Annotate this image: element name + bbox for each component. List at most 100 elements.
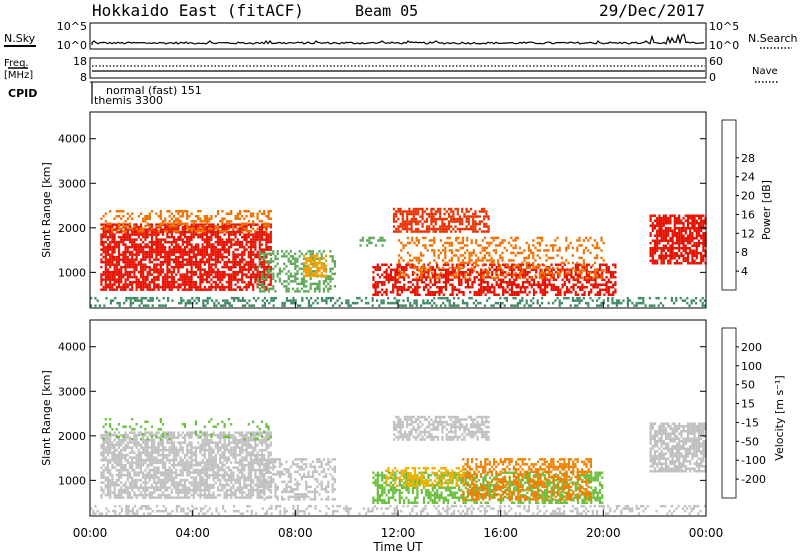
range-cell [612, 276, 615, 279]
range-cell [104, 263, 107, 266]
range-cell [249, 243, 253, 246]
range-cell [139, 471, 143, 474]
range-cell [100, 466, 103, 469]
range-cell [409, 304, 412, 307]
range-cell [144, 285, 147, 289]
range-cell [427, 276, 430, 279]
range-cell [177, 210, 180, 213]
range-cell [175, 210, 178, 213]
range-cell [541, 283, 544, 286]
range-cell [236, 248, 239, 251]
range-cell [331, 277, 334, 281]
range-cell [433, 283, 437, 286]
range-cell [245, 240, 248, 244]
range-cell [582, 269, 585, 272]
range-cell [144, 438, 147, 442]
range-cell [322, 287, 325, 291]
range-cell [109, 446, 112, 449]
range-cell [145, 304, 148, 307]
range-cell [490, 261, 493, 265]
range-cell [412, 210, 415, 213]
range-cell [424, 269, 427, 272]
range-cell [126, 270, 129, 274]
range-cell [415, 236, 418, 240]
range-cell [440, 276, 443, 279]
range-cell [303, 265, 306, 268]
range-cell [113, 458, 116, 462]
range-cell [689, 247, 692, 250]
range-cell [598, 263, 602, 266]
range-cell [135, 436, 138, 439]
range-cell [113, 431, 116, 434]
range-cell [459, 266, 462, 270]
range-cell [695, 252, 698, 255]
range-cell [214, 255, 217, 259]
range-cell [245, 275, 248, 279]
range-cell [102, 250, 105, 254]
range-cell [549, 244, 552, 247]
range-cell [183, 225, 187, 229]
range-cell [456, 210, 459, 213]
range-cell [680, 234, 683, 237]
range-cell [571, 246, 574, 250]
range-cell [157, 230, 160, 233]
range-cell [569, 304, 572, 307]
range-cell [115, 481, 118, 484]
range-cell [432, 207, 435, 211]
range-cell [214, 265, 217, 269]
range-cell [124, 456, 127, 459]
range-cell [109, 210, 112, 213]
beam-label: Beam 05 [355, 2, 418, 20]
range-cell [186, 225, 189, 228]
range-cell [497, 283, 500, 286]
range-cell [611, 296, 614, 300]
range-cell [545, 254, 548, 257]
range-cell [461, 266, 464, 270]
range-cell [436, 273, 439, 276]
range-cell [102, 248, 105, 251]
range-cell [318, 287, 321, 291]
range-cell [181, 248, 184, 251]
range-cell [442, 286, 445, 289]
range-cell [327, 290, 330, 293]
range-cell [594, 286, 597, 289]
range-cell [142, 220, 145, 223]
range-cell [682, 227, 685, 230]
range-cell [157, 273, 160, 276]
range-cell [120, 288, 123, 291]
range-cell [210, 268, 213, 271]
range-cell [102, 488, 105, 492]
range-cell [678, 229, 681, 232]
range-cell [699, 299, 702, 302]
range-cell [450, 304, 453, 307]
range-cell [133, 280, 136, 284]
range-cell [205, 238, 209, 241]
range-cell [124, 278, 127, 281]
range-cell [486, 291, 489, 294]
range-cell [571, 254, 574, 257]
range-cell [429, 278, 432, 281]
range-cell [252, 250, 255, 254]
range-cell [252, 304, 255, 307]
range-cell [148, 451, 151, 454]
range-cell [137, 215, 140, 218]
range-cell [214, 240, 217, 244]
range-cell [124, 250, 127, 254]
range-cell [111, 223, 114, 226]
range-cell [210, 227, 213, 230]
range-cell [447, 276, 450, 279]
range-cell [172, 245, 176, 249]
range-cell [142, 278, 145, 281]
range-cell [365, 301, 368, 305]
range-cell [212, 243, 215, 246]
range-cell [230, 230, 233, 234]
range-cell [283, 267, 286, 271]
range-cell [188, 227, 191, 230]
range-cell [474, 227, 477, 231]
range-cell [157, 270, 160, 274]
range-cell [488, 291, 492, 294]
range-cell [309, 274, 312, 277]
nave-tick-bottom: 0 [709, 71, 716, 84]
range-cell [321, 296, 324, 300]
range-cell [430, 222, 433, 226]
